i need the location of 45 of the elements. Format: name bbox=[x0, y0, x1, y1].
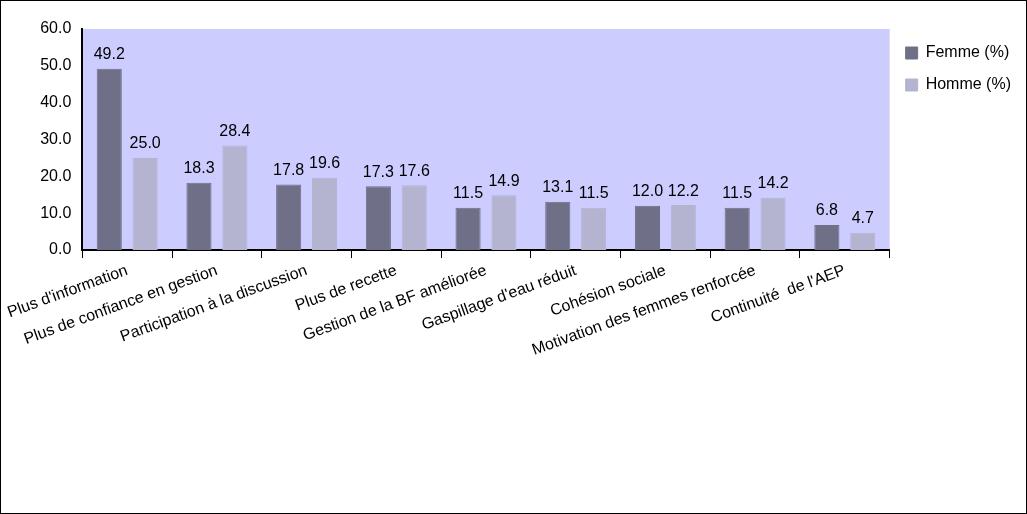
bar bbox=[132, 157, 158, 251]
y-tick-label: 20.0 bbox=[40, 166, 72, 184]
data-label: 17.3 bbox=[362, 162, 395, 180]
data-label: 6.8 bbox=[815, 201, 839, 219]
bar bbox=[276, 184, 302, 251]
data-label: 25.0 bbox=[129, 134, 161, 152]
data-label: 13.1 bbox=[542, 178, 574, 196]
data-label: 14.2 bbox=[757, 174, 789, 192]
bar bbox=[545, 201, 571, 251]
data-label: 11.5 bbox=[453, 184, 484, 202]
data-label: 19.6 bbox=[308, 154, 341, 172]
bar bbox=[814, 225, 840, 251]
bar bbox=[670, 205, 696, 251]
bar bbox=[222, 145, 248, 251]
bar bbox=[455, 207, 481, 251]
y-tick-label: 60.0 bbox=[40, 19, 72, 37]
bar bbox=[401, 185, 427, 251]
data-label: 4.7 bbox=[851, 209, 874, 227]
y-tick-label: 50.0 bbox=[40, 56, 72, 74]
bar bbox=[491, 195, 517, 251]
data-label: 12.2 bbox=[667, 181, 700, 199]
data-label: 49.2 bbox=[93, 45, 125, 63]
data-label: 11.5 bbox=[722, 184, 753, 202]
bar bbox=[634, 205, 661, 251]
y-tick-label: 10.0 bbox=[40, 203, 72, 221]
data-label: 11.5 bbox=[578, 184, 609, 202]
legend-label: Femme (%) bbox=[925, 43, 1010, 61]
y-tick-label: 40.0 bbox=[40, 93, 72, 111]
bar bbox=[96, 68, 122, 251]
data-label: 28.4 bbox=[219, 121, 251, 139]
bar bbox=[365, 186, 391, 251]
bar bbox=[724, 207, 750, 251]
data-label: 17.8 bbox=[273, 160, 305, 178]
data-label: 17.6 bbox=[398, 161, 430, 179]
bar bbox=[581, 207, 607, 251]
bar bbox=[311, 177, 338, 251]
bar bbox=[760, 197, 786, 251]
data-label: 14.9 bbox=[488, 171, 520, 189]
bar bbox=[186, 182, 212, 251]
bar bbox=[850, 232, 876, 251]
data-label: 12.0 bbox=[631, 182, 664, 200]
legend-label: Homme (%) bbox=[925, 75, 1012, 93]
data-label: 18.3 bbox=[183, 159, 215, 177]
y-tick-label: 30.0 bbox=[40, 129, 72, 147]
y-tick-label: 0.0 bbox=[49, 240, 72, 258]
